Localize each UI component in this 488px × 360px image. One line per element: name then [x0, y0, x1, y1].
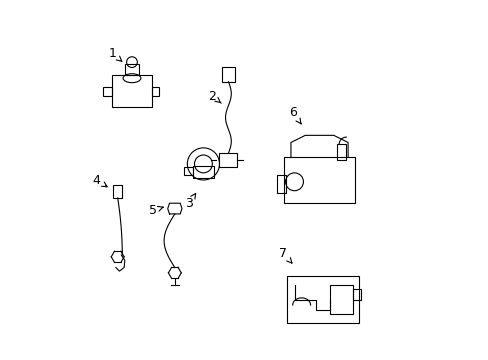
Bar	[276, 175, 285, 193]
Bar	[219, 153, 237, 167]
Bar	[287, 276, 358, 323]
Bar	[183, 167, 192, 175]
Bar	[192, 166, 214, 178]
Text: 6: 6	[288, 105, 301, 124]
Bar	[329, 285, 353, 314]
Text: 2: 2	[208, 90, 221, 103]
Bar	[113, 185, 122, 198]
Bar	[283, 157, 354, 203]
Text: 7: 7	[279, 247, 291, 263]
Text: 3: 3	[185, 193, 195, 210]
Text: 4: 4	[92, 174, 107, 187]
Text: 5: 5	[149, 204, 163, 217]
Text: 1: 1	[108, 47, 122, 61]
Bar	[124, 64, 139, 75]
Bar	[353, 289, 360, 300]
Bar	[103, 87, 112, 96]
Bar	[151, 87, 159, 96]
Bar	[222, 67, 234, 82]
Bar	[112, 75, 151, 107]
Bar	[337, 144, 346, 160]
